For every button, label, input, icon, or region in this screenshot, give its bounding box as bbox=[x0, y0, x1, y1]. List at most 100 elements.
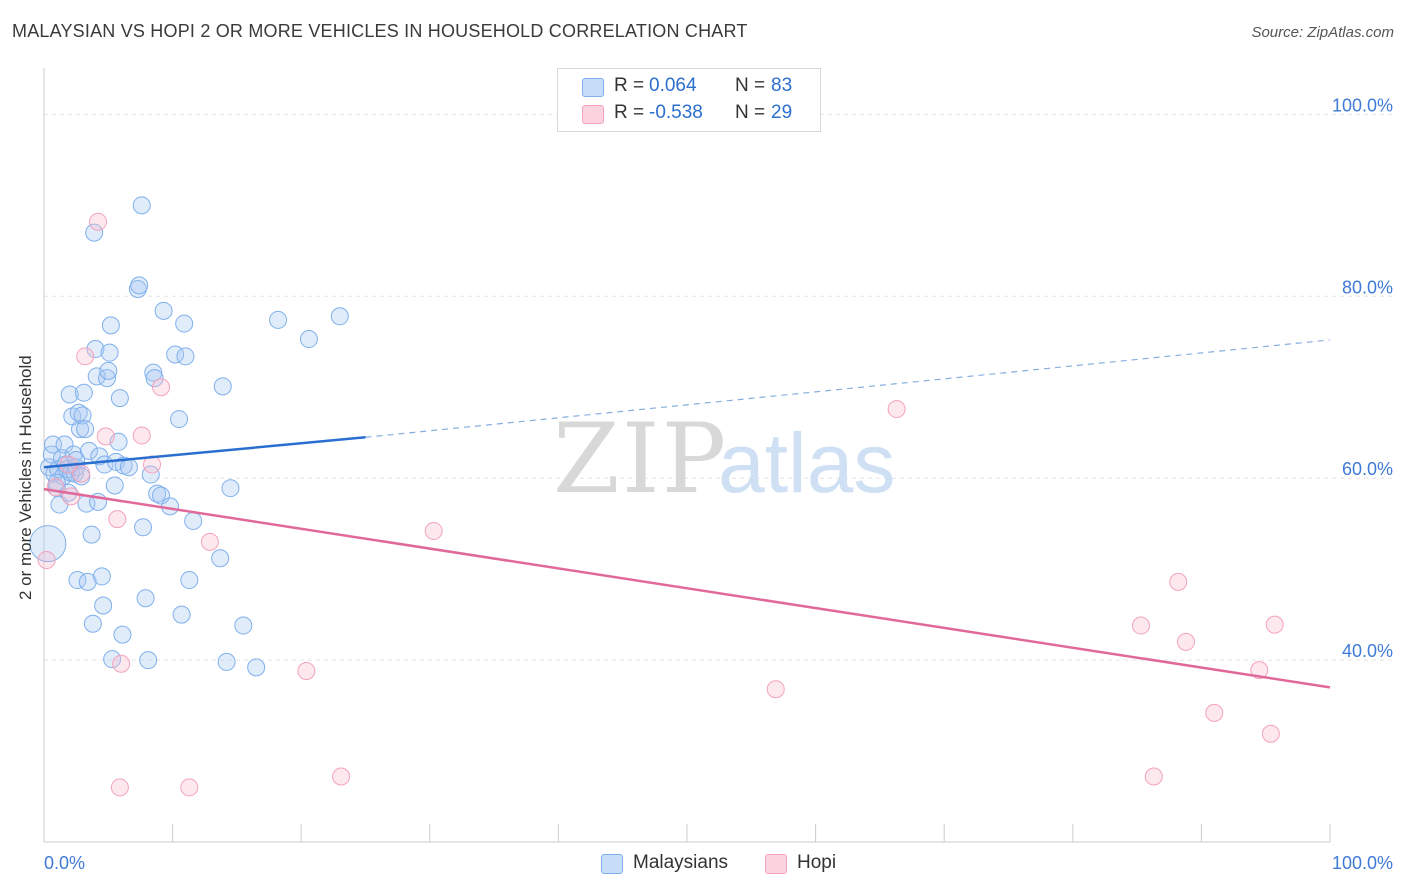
r-value: 0.064 bbox=[649, 75, 697, 96]
hopi-point bbox=[1265, 615, 1284, 634]
n-value: 29 bbox=[771, 102, 793, 123]
malaysians-point bbox=[132, 196, 151, 215]
hopi-point bbox=[37, 551, 56, 570]
legend-swatch-malaysians bbox=[601, 854, 623, 874]
malaysians-point bbox=[134, 518, 153, 537]
malaysians-trend-line bbox=[43, 436, 366, 469]
tick-labels: 100.0% 80.0% 60.0% 40.0% 0.0% 100.0% bbox=[44, 95, 1393, 873]
hopi-point bbox=[200, 532, 219, 551]
malaysians-point bbox=[154, 301, 173, 320]
hopi-point bbox=[1261, 724, 1280, 743]
watermark-zip: ZIP bbox=[553, 403, 728, 515]
malaysians-point bbox=[78, 572, 97, 591]
malaysians-point bbox=[247, 658, 266, 677]
malaysians-point bbox=[144, 363, 163, 382]
malaysians-point bbox=[299, 330, 318, 349]
hopi-point bbox=[96, 427, 115, 446]
malaysians-point bbox=[175, 314, 194, 333]
malaysians-point bbox=[184, 511, 203, 530]
watermark: ZIP atlas bbox=[553, 403, 895, 515]
hopi-point bbox=[89, 212, 108, 231]
hopi-point bbox=[332, 767, 351, 786]
hopi-point bbox=[1169, 572, 1188, 591]
x-tick-label: 0.0% bbox=[44, 853, 85, 873]
stats-box: R = 0.064 N = 83 R = -0.538 N = 29 bbox=[557, 68, 821, 132]
malaysians-point bbox=[119, 458, 138, 477]
malaysians-point bbox=[98, 369, 117, 388]
hopi-point bbox=[76, 347, 95, 366]
malaysians-point bbox=[221, 479, 240, 498]
malaysians-point bbox=[73, 406, 92, 425]
hopi-point bbox=[108, 510, 127, 529]
malaysians-point bbox=[100, 343, 119, 362]
malaysians-point bbox=[83, 614, 102, 633]
hopi-point bbox=[110, 778, 129, 797]
malaysians-point bbox=[139, 651, 158, 670]
malaysians-point bbox=[180, 571, 199, 590]
stats-swatch-hopi bbox=[582, 105, 604, 124]
malaysians-point bbox=[55, 435, 74, 454]
malaysians-point bbox=[94, 596, 113, 615]
y-tick-label: 60.0% bbox=[1342, 459, 1393, 479]
hopi-point bbox=[46, 478, 65, 497]
malaysians-point bbox=[71, 420, 90, 439]
malaysians-point bbox=[82, 525, 101, 544]
malaysians-point bbox=[136, 589, 155, 608]
hopi-points bbox=[37, 212, 1284, 797]
hopi-point bbox=[72, 464, 91, 483]
malaysians-point bbox=[211, 549, 230, 568]
hopi-point bbox=[132, 426, 151, 445]
malaysians-point bbox=[141, 465, 160, 484]
malaysians-point bbox=[76, 420, 95, 439]
legend-label-malaysians: Malaysians bbox=[633, 852, 729, 873]
malaysians-point bbox=[74, 383, 93, 402]
r-value: -0.538 bbox=[649, 102, 703, 123]
malaysians-point bbox=[269, 310, 288, 329]
r-label: R = bbox=[614, 102, 645, 123]
n-value: 83 bbox=[771, 75, 793, 96]
n-label: N = bbox=[735, 75, 766, 96]
legend-label-hopi: Hopi bbox=[797, 852, 837, 873]
malaysians-point bbox=[29, 525, 67, 563]
trend-lines bbox=[43, 339, 1331, 689]
malaysians-point bbox=[86, 340, 105, 359]
hopi-point bbox=[180, 778, 199, 797]
stats-swatch-malaysians bbox=[582, 78, 604, 97]
malaysians-point bbox=[330, 307, 349, 326]
axes bbox=[43, 68, 1331, 843]
malaysians-point bbox=[85, 223, 104, 242]
hopi-point bbox=[152, 378, 171, 397]
malaysians-point bbox=[110, 389, 129, 408]
malaysians-point bbox=[113, 625, 132, 644]
hopi-point bbox=[766, 680, 785, 699]
malaysians-points bbox=[29, 196, 349, 677]
legend-swatch-hopi bbox=[765, 854, 787, 874]
watermark-atlas: atlas bbox=[718, 416, 895, 510]
malaysians-point bbox=[172, 605, 191, 624]
chart-title: MALAYSIAN VS HOPI 2 OR MORE VEHICLES IN … bbox=[12, 21, 748, 41]
y-tick-label: 100.0% bbox=[1332, 95, 1393, 115]
hopi-trend-line bbox=[43, 487, 1331, 689]
malaysians-point bbox=[130, 276, 149, 295]
hopi-point bbox=[424, 521, 443, 540]
malaysians-point bbox=[99, 361, 118, 380]
grid-lines bbox=[44, 113, 1394, 661]
malaysians-point bbox=[103, 650, 122, 669]
hopi-point bbox=[1176, 632, 1195, 651]
malaysians-point bbox=[234, 616, 253, 635]
malaysians-point bbox=[105, 476, 124, 495]
hopi-point bbox=[1205, 703, 1224, 722]
malaysians-point bbox=[80, 441, 99, 460]
y-tick-label: 80.0% bbox=[1342, 277, 1393, 297]
hopi-point bbox=[62, 487, 81, 506]
malaysians-point bbox=[170, 410, 189, 429]
hopi-point bbox=[1131, 616, 1150, 635]
malaysians-point bbox=[217, 652, 236, 671]
malaysians-point bbox=[213, 377, 232, 396]
hopi-point bbox=[112, 654, 131, 673]
hopi-point bbox=[297, 662, 316, 681]
malaysians-point bbox=[92, 567, 111, 586]
y-tick-label: 40.0% bbox=[1342, 641, 1393, 661]
malaysians-point bbox=[145, 369, 164, 388]
